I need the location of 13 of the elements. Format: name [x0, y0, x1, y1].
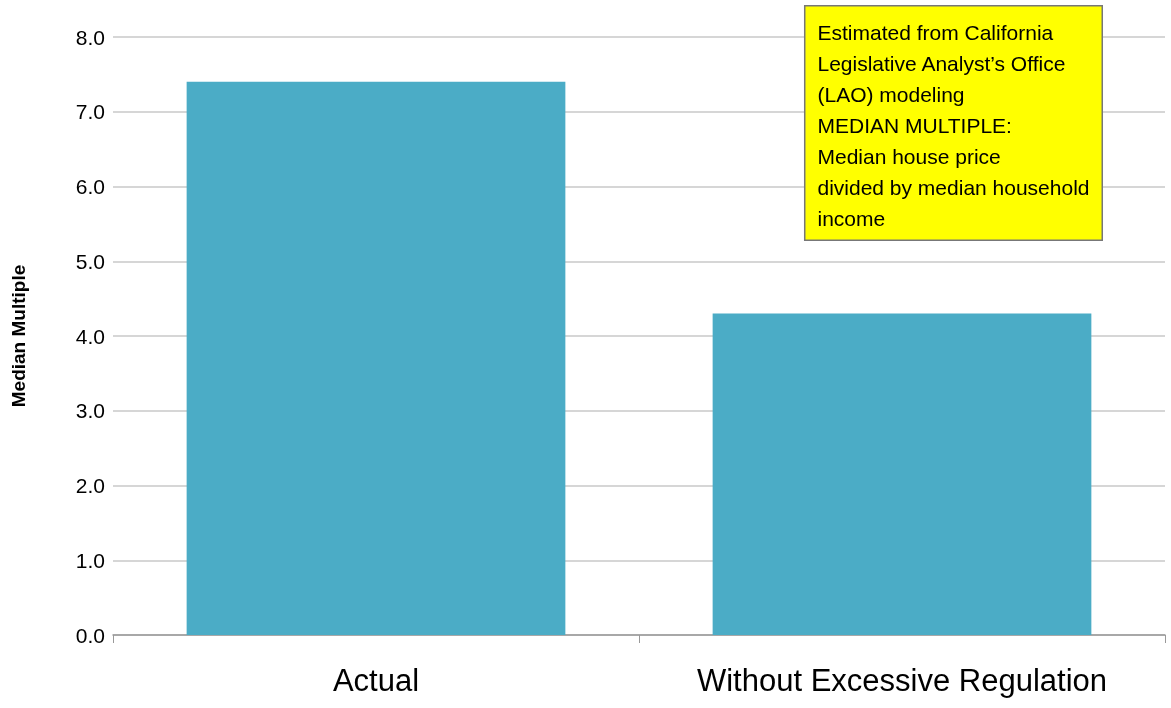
y-tick-label: 4.0 [75, 324, 105, 348]
y-tick-label: 5.0 [75, 249, 105, 273]
y-tick-label: 3.0 [75, 399, 105, 423]
y-tick-label: 8.0 [75, 25, 105, 49]
y-tick-label: 0.0 [75, 623, 105, 647]
y-tick-label: 2.0 [75, 474, 105, 497]
y-axis-title: Median Multiple [8, 264, 29, 408]
x-tick-label: Without Excessive Regulation [696, 663, 1108, 698]
y-tick-label: 6.0 [75, 175, 105, 198]
x-tick-label: Actual [332, 663, 420, 698]
y-tick-label: 7.0 [75, 100, 105, 124]
annotation: Estimated from California Legislative Analyst’s Office (LAO) modeling MEDIAN MULTIPLE: Median house price divided by median household income [817, 20, 1090, 230]
y-tick-label: 1.0 [75, 548, 105, 572]
